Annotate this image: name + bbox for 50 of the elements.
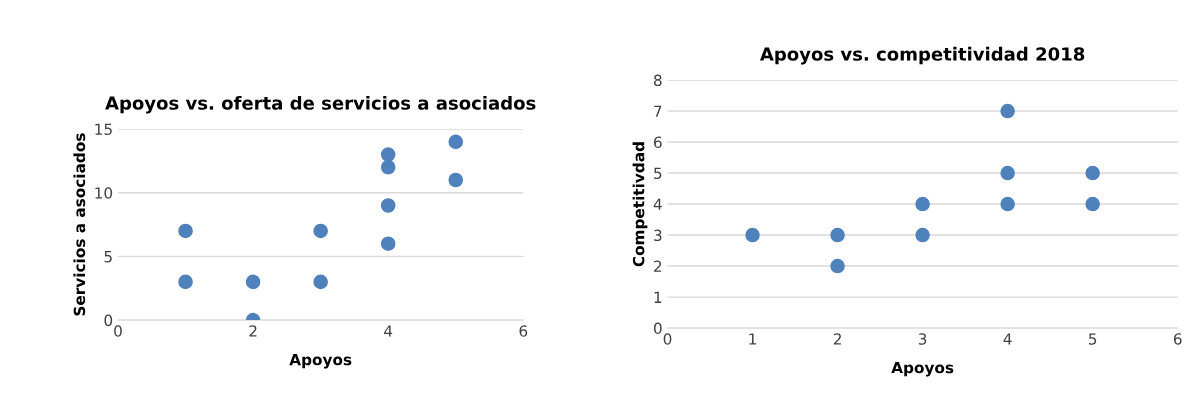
x-tick-label: 5	[1088, 333, 1097, 345]
y-tick-label: 15	[95, 123, 112, 136]
y-axis-title: Competitivdad	[632, 142, 648, 267]
chart-title: Apoyos vs. oferta de servicios a asociados	[105, 95, 536, 114]
point	[1000, 165, 1015, 181]
x-tick-label: 0	[663, 333, 672, 345]
chart-title: Apoyos vs. competitividad 2018	[759, 46, 1085, 65]
point	[380, 236, 396, 251]
x-tick-label: 4	[384, 325, 393, 337]
x-tick-label: 6	[1173, 333, 1182, 345]
point	[380, 147, 396, 162]
x-tick-label: 2	[249, 325, 257, 337]
point	[1085, 165, 1100, 181]
y-tick-label: 10	[95, 187, 113, 199]
x-tick-label: 6	[519, 325, 528, 337]
point	[830, 258, 845, 274]
point	[178, 274, 193, 290]
point	[915, 196, 930, 212]
x-tick-label: 2	[833, 333, 841, 345]
x-axis-title: Apoyos	[891, 361, 954, 377]
point	[745, 227, 760, 243]
y-tick-label: 0	[104, 314, 113, 327]
y-tick-label: 8	[653, 74, 662, 87]
point	[178, 223, 193, 239]
y-tick-label: 6	[654, 136, 662, 149]
y-axis-title: Servicios a asociados	[73, 133, 86, 316]
point	[313, 223, 328, 239]
y-tick-label: 4	[653, 198, 662, 210]
point	[1085, 196, 1100, 212]
x-tick-label: 0	[114, 325, 122, 337]
point	[380, 198, 396, 213]
point	[313, 274, 328, 290]
point	[245, 274, 261, 290]
y-tick-label: 5	[104, 251, 112, 263]
y-tick-label: 1	[654, 291, 662, 303]
point	[1000, 196, 1015, 212]
point	[1000, 103, 1015, 119]
y-tick-label: 2	[654, 260, 662, 272]
point	[448, 134, 464, 150]
x-tick-label: 4	[1003, 333, 1012, 345]
y-tick-label: 3	[654, 229, 662, 242]
point	[380, 159, 396, 175]
x-tick-label: 3	[918, 333, 927, 345]
point	[915, 227, 930, 243]
point	[448, 172, 464, 188]
point	[830, 227, 845, 243]
x-axis-title: Apoyos	[289, 354, 352, 369]
x-tick-label: 1	[749, 333, 756, 345]
y-tick-label: 5	[654, 167, 662, 180]
y-tick-label: 7	[654, 105, 662, 117]
